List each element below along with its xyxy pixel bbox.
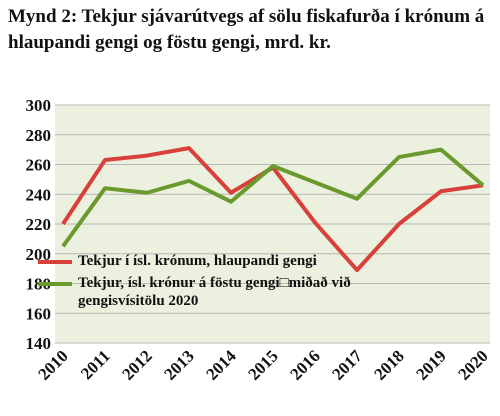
x-tick-label: 2020	[454, 346, 491, 383]
x-tick-label: 2016	[286, 346, 323, 383]
legend-swatch	[38, 260, 72, 264]
legend-label: Tekjur í ísl. krónum, hlaupandi gengi	[78, 253, 317, 269]
x-tick-label: 2015	[244, 346, 281, 383]
x-tick-label: 2012	[118, 346, 155, 383]
y-tick-label: 200	[26, 245, 52, 264]
legend-item: Tekjur, ísl. krónur á föstu gengi□miðað …	[38, 274, 378, 310]
y-tick-label: 260	[26, 156, 52, 175]
x-tick-label: 2018	[370, 346, 407, 383]
chart-title: Mynd 2: Tekjur sjávarútvegs af sölu fisk…	[8, 6, 485, 53]
legend-swatch	[38, 282, 72, 286]
y-tick-label: 240	[26, 185, 52, 204]
legend-label: Tekjur, ísl. krónur á föstu gengi□miðað …	[78, 275, 351, 309]
x-tick-label: 2013	[160, 346, 197, 383]
x-tick-label: 2017	[328, 346, 366, 384]
y-tick-label: 140	[26, 334, 52, 353]
legend: Tekjur í ísl. krónum, hlaupandi gengi Tek…	[38, 252, 378, 314]
x-tick-label: 2019	[412, 346, 449, 383]
y-tick-label: 280	[26, 126, 52, 145]
y-tick-label: 300	[26, 96, 52, 115]
x-tick-label: 2011	[77, 346, 114, 383]
data-line	[61, 147, 485, 248]
legend-item: Tekjur í ísl. krónum, hlaupandi gengi	[38, 252, 378, 270]
y-tick-label: 160	[26, 304, 52, 323]
y-tick-label: 220	[26, 215, 52, 234]
x-tick-label: 2014	[202, 346, 240, 384]
